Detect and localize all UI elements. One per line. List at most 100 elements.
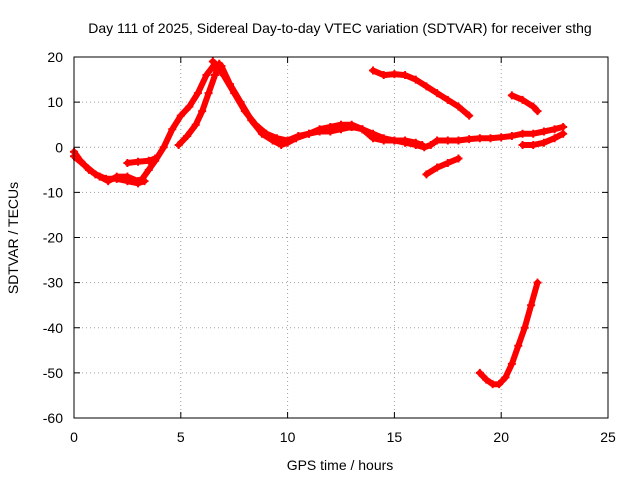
data-point xyxy=(422,82,431,91)
data-point xyxy=(411,75,420,84)
series-line xyxy=(423,155,462,178)
y-tick-label: -50 xyxy=(43,365,63,381)
x-tick-label: 10 xyxy=(280,429,296,445)
data-point xyxy=(123,177,132,186)
x-tick-label: 20 xyxy=(493,429,509,445)
data-point xyxy=(326,122,335,131)
data-point xyxy=(337,120,345,129)
data-point xyxy=(465,135,474,144)
series-track-6 xyxy=(369,66,474,120)
series-line xyxy=(476,279,541,388)
y-tick-label: -30 xyxy=(43,275,63,291)
data-point xyxy=(550,134,559,143)
y-tick-label: 20 xyxy=(47,49,63,65)
data-point xyxy=(390,70,399,79)
data-point xyxy=(401,71,410,80)
grid xyxy=(74,57,608,418)
data-point xyxy=(514,341,523,350)
data-point xyxy=(347,120,356,129)
data-point xyxy=(433,163,442,172)
data-point xyxy=(443,95,452,104)
data-point xyxy=(529,140,538,149)
data-point xyxy=(191,120,200,129)
y-tick-label: -20 xyxy=(43,230,63,246)
y-tick-label: -60 xyxy=(43,410,63,426)
data-point xyxy=(198,107,207,116)
data-point xyxy=(518,95,527,104)
data-point xyxy=(518,129,527,138)
data-point xyxy=(527,301,536,310)
data-point xyxy=(315,125,324,134)
data-point xyxy=(426,140,435,149)
data-point xyxy=(501,373,510,382)
data-point xyxy=(80,161,89,170)
data-point xyxy=(144,165,153,174)
data-point xyxy=(283,136,292,145)
data-point xyxy=(102,174,111,183)
data-point xyxy=(518,140,527,149)
data-point xyxy=(507,91,516,100)
data-point xyxy=(533,278,542,287)
x-tick-label: 15 xyxy=(387,429,403,445)
data-point xyxy=(418,140,427,149)
data-point xyxy=(230,89,239,98)
data-point xyxy=(204,89,213,98)
data-point xyxy=(475,368,484,377)
data-point xyxy=(251,120,260,129)
x-tick-label: 0 xyxy=(70,429,78,445)
data-point xyxy=(240,107,249,116)
data-point xyxy=(151,154,160,163)
series-track-4 xyxy=(174,59,224,149)
data-point xyxy=(168,125,177,134)
y-tick-label: -10 xyxy=(43,184,63,200)
data-point xyxy=(174,140,183,149)
data-point xyxy=(454,154,463,163)
data-point xyxy=(433,136,442,145)
data-point xyxy=(539,127,548,136)
data-point xyxy=(529,129,538,138)
data-point xyxy=(134,157,143,166)
data-point xyxy=(183,131,192,140)
data-point xyxy=(411,138,420,147)
data-point xyxy=(112,174,121,183)
data-point xyxy=(193,89,202,98)
series-track-7 xyxy=(422,154,463,179)
data-point xyxy=(144,156,153,165)
data-point xyxy=(454,102,463,111)
data-point xyxy=(550,125,559,134)
data-point xyxy=(219,71,228,80)
data-point xyxy=(272,134,281,143)
data-point xyxy=(294,131,303,140)
data-point xyxy=(559,122,568,131)
data-point xyxy=(304,129,313,138)
series-track-10 xyxy=(475,278,542,389)
series-line xyxy=(124,155,159,166)
data-point xyxy=(185,102,194,111)
data-point xyxy=(369,66,378,75)
data-point xyxy=(486,134,495,143)
data-point xyxy=(507,359,516,368)
data-point xyxy=(482,375,491,384)
data-point xyxy=(202,71,211,80)
series-track-5 xyxy=(208,57,427,149)
data-point xyxy=(262,129,271,138)
data-point xyxy=(140,177,149,186)
y-tick-label: 0 xyxy=(55,139,63,155)
series-track-3 xyxy=(123,154,160,168)
y-axis-label: SDTVAR / TECUs xyxy=(5,182,21,294)
y-tick-label: 10 xyxy=(47,94,63,110)
x-tick-label: 25 xyxy=(600,429,616,445)
series-line xyxy=(508,92,541,115)
data-point xyxy=(507,131,516,140)
data-point xyxy=(533,107,542,116)
data-point xyxy=(529,102,538,111)
data-point xyxy=(422,170,431,179)
data-point xyxy=(134,179,143,188)
y-tick-label: -40 xyxy=(43,320,63,336)
axis-ticks: 0 5 10 15 20 25 -60 -50 -40 -30 -20 -10 0 10 20 xyxy=(43,49,616,445)
data-point xyxy=(454,136,463,145)
data-point xyxy=(369,134,378,143)
plot-frame xyxy=(73,56,609,419)
